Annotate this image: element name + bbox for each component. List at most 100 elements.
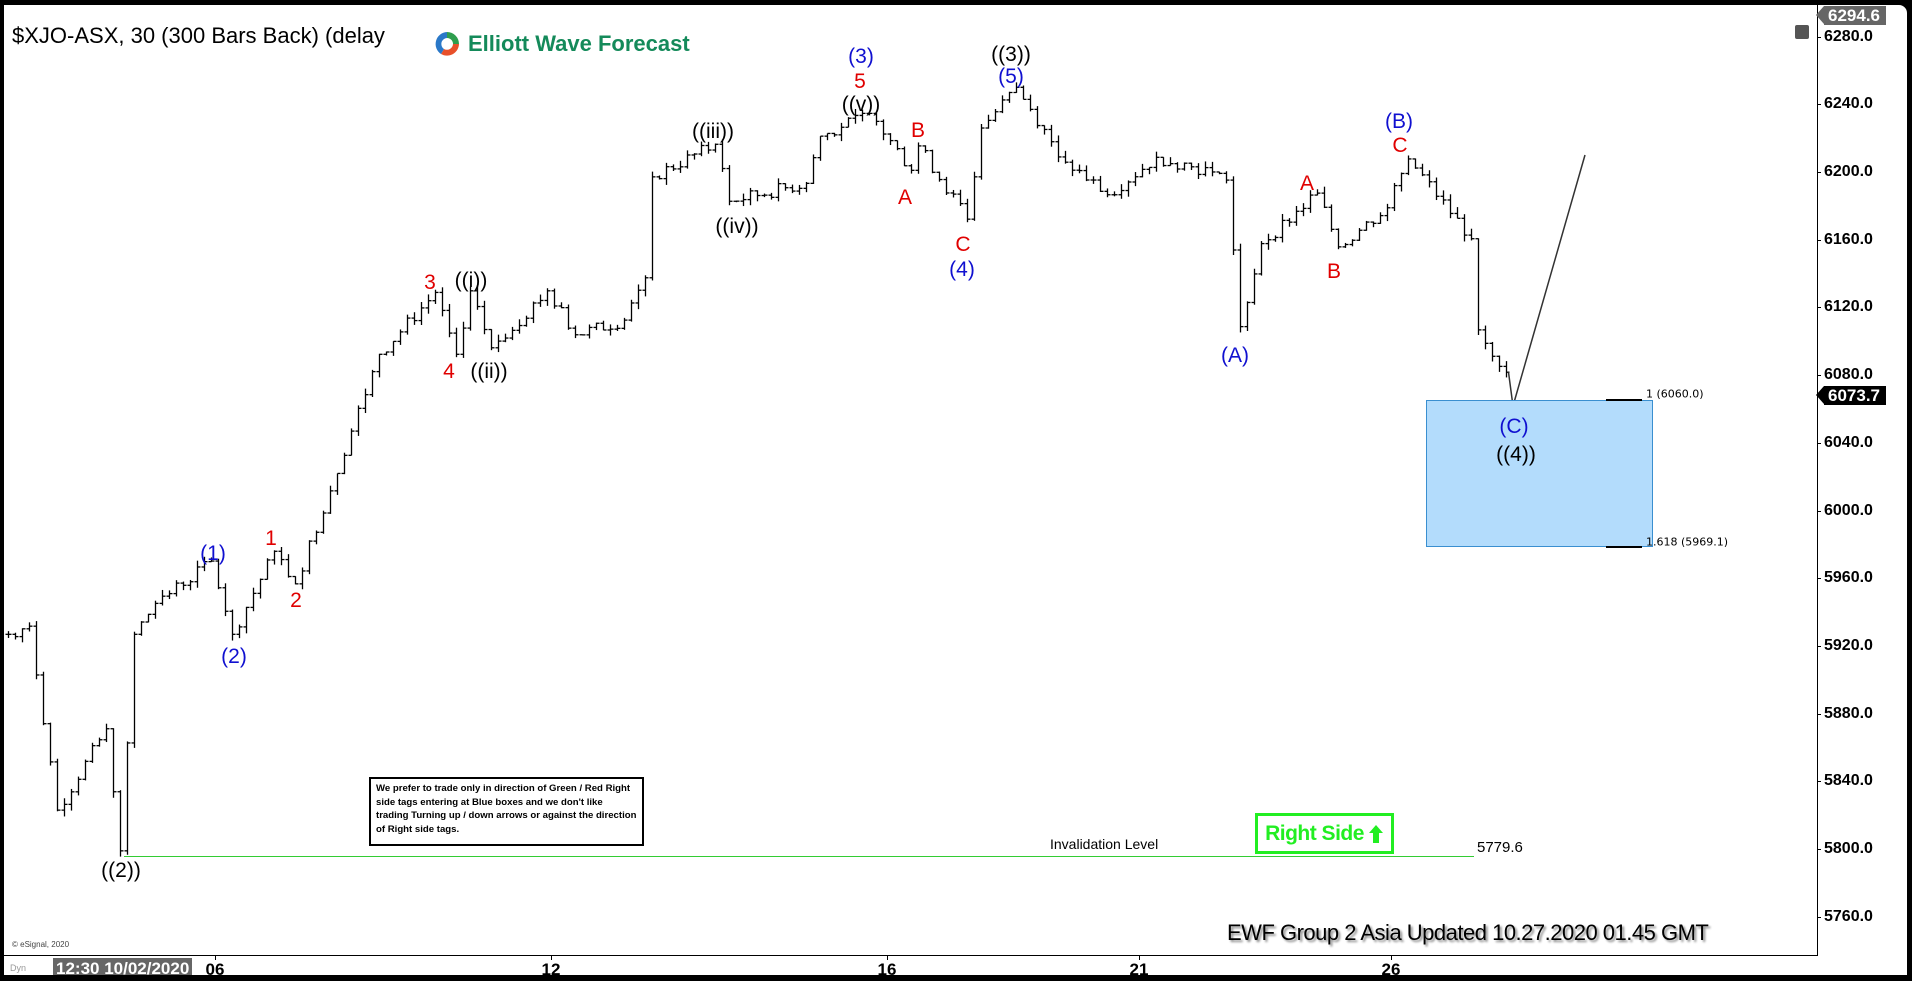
price-tick-mark bbox=[1817, 645, 1821, 647]
price-bar bbox=[1216, 171, 1223, 175]
price-tick-mark bbox=[1817, 578, 1821, 580]
price-bar bbox=[964, 198, 971, 223]
wave-label: ((v)) bbox=[841, 93, 881, 116]
price-bar bbox=[684, 150, 691, 169]
price-bar bbox=[600, 320, 607, 331]
price-bar bbox=[1398, 172, 1405, 192]
price-bar bbox=[194, 560, 201, 588]
wave-label: (C) bbox=[1499, 415, 1529, 438]
price-bar bbox=[334, 472, 341, 495]
dyn-label: Dyn bbox=[10, 963, 27, 973]
price-bar bbox=[75, 776, 82, 796]
price-tick-label: 6040.0 bbox=[1824, 433, 1873, 451]
price-bar bbox=[1496, 355, 1503, 372]
cursor-time-label: 12:30 10/02/2020 bbox=[53, 958, 193, 975]
price-bar bbox=[201, 556, 208, 572]
price-bar bbox=[817, 135, 824, 161]
price-tick-label: 5960.0 bbox=[1824, 569, 1873, 587]
price-bar bbox=[327, 485, 334, 514]
price-bar bbox=[187, 579, 194, 591]
time-tick-mark bbox=[1391, 956, 1392, 960]
price-bar bbox=[1153, 151, 1160, 172]
price-bar bbox=[1405, 155, 1412, 176]
price-bar bbox=[719, 139, 726, 172]
price-bar bbox=[992, 109, 999, 122]
price-bar bbox=[292, 575, 299, 585]
price-bar bbox=[1209, 161, 1216, 177]
price-bar bbox=[138, 621, 145, 636]
price-tick-mark bbox=[1817, 849, 1821, 850]
price-bar bbox=[1027, 94, 1034, 112]
price-bar bbox=[831, 132, 838, 137]
price-bar bbox=[369, 369, 376, 398]
price-bar bbox=[1146, 166, 1153, 175]
price-bar bbox=[1384, 203, 1391, 222]
price-bar bbox=[1055, 135, 1062, 163]
price-bar bbox=[614, 324, 621, 331]
price-bar bbox=[40, 671, 47, 726]
restore-window-icon[interactable] bbox=[1795, 25, 1809, 39]
price-tick-label: 5880.0 bbox=[1824, 704, 1873, 722]
price-bar bbox=[901, 146, 908, 167]
price-bar bbox=[754, 190, 761, 202]
price-bar bbox=[488, 328, 495, 351]
price-bar bbox=[572, 325, 579, 339]
price-tick-label: 5840.0 bbox=[1824, 772, 1873, 790]
price-bar bbox=[1062, 150, 1069, 164]
price-bar bbox=[474, 285, 481, 310]
wave-label: ((iii)) bbox=[692, 120, 734, 143]
price-tick-mark bbox=[1817, 104, 1821, 106]
price-bar bbox=[691, 153, 698, 160]
price-bar bbox=[859, 109, 866, 122]
price-bar bbox=[1104, 188, 1111, 198]
wave-label: C bbox=[1392, 134, 1408, 157]
price-bar bbox=[299, 567, 306, 590]
price-bar bbox=[1279, 213, 1286, 243]
price-bar bbox=[355, 405, 362, 436]
current-price-tag: 6073.7 bbox=[1816, 386, 1886, 405]
wave-label: 5 bbox=[854, 70, 866, 93]
wave-label: 4 bbox=[443, 360, 455, 383]
price-bar bbox=[908, 164, 915, 174]
price-bar bbox=[852, 108, 859, 124]
invalidation-value: 5779.6 bbox=[1477, 839, 1523, 856]
price-bar bbox=[1412, 158, 1419, 169]
price-bar bbox=[663, 162, 670, 185]
wave-label: 1 bbox=[265, 527, 277, 550]
price-bar bbox=[1321, 186, 1328, 209]
price-bar bbox=[502, 333, 509, 343]
price-bar bbox=[222, 583, 229, 617]
price-bar bbox=[411, 312, 418, 325]
price-bar bbox=[173, 580, 180, 597]
price-bar bbox=[12, 632, 19, 640]
price-bar bbox=[383, 351, 390, 356]
price-bar bbox=[390, 340, 397, 356]
current-price-value: 6073.7 bbox=[1828, 386, 1880, 405]
wave-label: (2) bbox=[221, 645, 247, 668]
price-chart[interactable] bbox=[4, 5, 1907, 975]
price-bar bbox=[348, 428, 355, 456]
chart-window: 1 (6060.0) 1.618 (5969.1) Invalidation L… bbox=[4, 5, 1907, 975]
price-bar bbox=[593, 322, 600, 331]
price-bar bbox=[1188, 162, 1195, 171]
time-tick-label: 16 bbox=[877, 960, 897, 975]
price-bar bbox=[96, 737, 103, 747]
price-bar bbox=[439, 287, 446, 317]
price-bar bbox=[1195, 163, 1202, 180]
price-bar bbox=[278, 546, 285, 566]
price-bar bbox=[670, 164, 677, 172]
price-bar bbox=[264, 558, 271, 581]
price-bar bbox=[1307, 190, 1314, 213]
price-bar bbox=[565, 304, 572, 330]
price-bar bbox=[68, 788, 75, 811]
price-bar bbox=[887, 133, 894, 146]
price-tick-mark bbox=[1817, 510, 1821, 512]
price-bar bbox=[1482, 325, 1489, 350]
time-tick-label: 21 bbox=[1129, 960, 1149, 975]
price-bar bbox=[1440, 190, 1447, 205]
logo-text: Elliott Wave Forecast bbox=[468, 31, 690, 56]
price-bar bbox=[922, 145, 929, 153]
price-bar bbox=[1111, 191, 1118, 197]
price-bar bbox=[460, 321, 467, 358]
fib-label-1618: 1.618 (5969.1) bbox=[1646, 535, 1729, 549]
